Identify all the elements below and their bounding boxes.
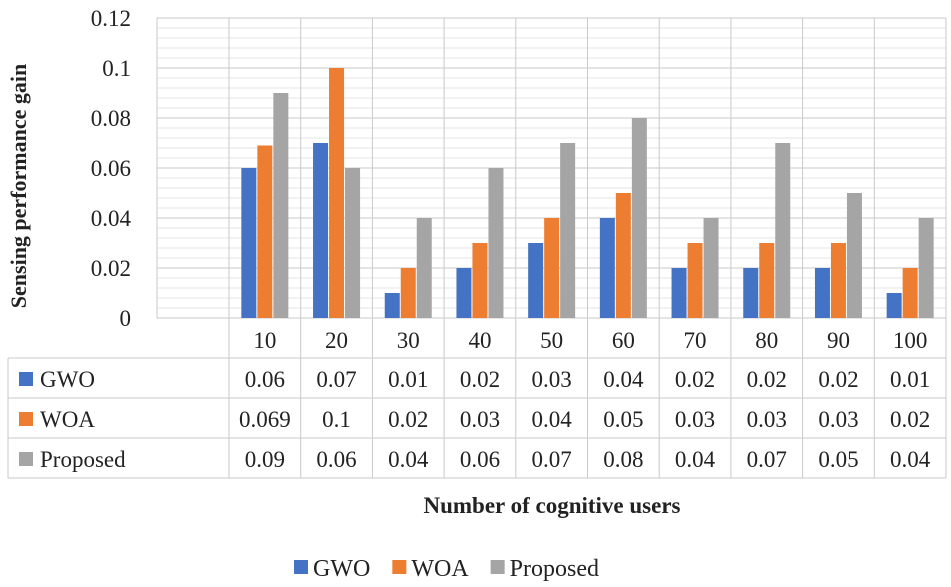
table-cell-proposed-90: 0.05 [818, 447, 858, 472]
bar-proposed-70 [703, 218, 719, 318]
table-cell-gwo-10: 0.06 [245, 367, 285, 392]
bar-gwo-30 [384, 293, 400, 318]
x-tick-label: 10 [253, 328, 276, 353]
bar-proposed-90 [846, 193, 862, 318]
y-tick-label: 0.12 [91, 6, 131, 31]
table-cell-proposed-10: 0.09 [245, 447, 285, 472]
table-cell-woa-70: 0.03 [675, 407, 715, 432]
bar-woa-10 [257, 145, 273, 318]
bar-woa-70 [687, 243, 703, 318]
legend-label-gwo: GWO [313, 556, 370, 582]
table-cell-woa-100: 0.02 [890, 407, 930, 432]
table-cell-proposed-40: 0.06 [460, 447, 500, 472]
bar-woa-40 [472, 243, 488, 318]
table-series-name: WOA [40, 407, 95, 432]
bar-proposed-80 [775, 143, 791, 318]
x-tick-label: 100 [893, 328, 928, 353]
x-tick-label: 80 [755, 328, 778, 353]
table-cell-gwo-60: 0.04 [603, 367, 644, 392]
table-cell-gwo-70: 0.02 [675, 367, 715, 392]
table-series-name: Proposed [40, 447, 126, 472]
bar-woa-50 [544, 218, 560, 318]
x-tick-label: 60 [612, 328, 635, 353]
table-cell-proposed-20: 0.06 [316, 447, 356, 472]
table-cell-woa-30: 0.02 [388, 407, 428, 432]
bar-proposed-100 [918, 218, 934, 318]
legend-swatch-woa [392, 560, 407, 574]
bar-woa-90 [830, 243, 846, 318]
x-tick-label: 90 [827, 328, 850, 353]
bar-proposed-60 [631, 118, 647, 318]
bar-woa-30 [400, 268, 416, 318]
bar-proposed-20 [345, 168, 361, 318]
table-cell-woa-60: 0.05 [603, 407, 643, 432]
table-cell-proposed-70: 0.04 [675, 447, 716, 472]
table-cell-woa-50: 0.04 [532, 407, 573, 432]
bar-gwo-60 [599, 218, 615, 318]
y-tick-label: 0.02 [91, 256, 131, 281]
table-cell-gwo-100: 0.01 [890, 367, 930, 392]
table-cell-proposed-80: 0.07 [747, 447, 787, 472]
bar-woa-80 [759, 243, 775, 318]
bar-gwo-20 [313, 143, 329, 318]
table-cell-woa-10: 0.069 [239, 407, 291, 432]
bar-proposed-30 [416, 218, 432, 318]
table-cell-gwo-40: 0.02 [460, 367, 500, 392]
legend-label-proposed: Proposed [510, 556, 599, 582]
legend-swatch-proposed [490, 560, 505, 574]
bar-gwo-100 [886, 293, 902, 318]
bar-gwo-50 [528, 243, 544, 318]
y-tick-label: 0.04 [91, 206, 132, 231]
x-tick-label: 50 [540, 328, 563, 353]
table-legend-key-gwo [19, 372, 33, 386]
y-tick-label: 0 [120, 306, 132, 331]
x-tick-label: 30 [397, 328, 420, 353]
table-cell-proposed-60: 0.08 [603, 447, 643, 472]
x-tick-label: 20 [325, 328, 348, 353]
data-table: 10 20 30 40 50 60 70 80 90 100 GWO 0.06 0.07 0.01 0.02… [7, 328, 946, 479]
legend-swatch-gwo [294, 560, 308, 574]
table-cell-woa-20: 0.1 [322, 407, 351, 432]
table-legend-key-woa [19, 412, 33, 426]
y-axis-label: Sensing performance gain [6, 64, 31, 308]
x-tick-label: 40 [468, 328, 491, 353]
bar-gwo-80 [743, 268, 759, 318]
table-cell-gwo-30: 0.01 [388, 367, 428, 392]
bar-proposed-40 [488, 168, 504, 318]
bar-woa-20 [329, 68, 345, 318]
table-cell-woa-80: 0.03 [747, 407, 787, 432]
bar-proposed-50 [560, 143, 576, 318]
y-tick-label: 0.06 [91, 156, 131, 181]
y-tick-label: 0.1 [102, 56, 131, 81]
table-cell-woa-90: 0.03 [818, 407, 858, 432]
bar-woa-60 [615, 193, 631, 318]
bar-woa-100 [902, 268, 918, 318]
bar-gwo-40 [456, 268, 472, 318]
table-cell-gwo-20: 0.07 [316, 367, 356, 392]
legend: GWO WOA Proposed [294, 556, 599, 582]
table-cell-woa-40: 0.03 [460, 407, 500, 432]
y-tick-label: 0.08 [91, 106, 131, 131]
gridlines [156, 17, 947, 478]
table-cell-gwo-50: 0.03 [532, 367, 572, 392]
table-cell-proposed-50: 0.07 [532, 447, 572, 472]
bar-gwo-90 [814, 268, 830, 318]
table-legend-key-proposed [19, 452, 33, 466]
x-axis-label: Number of cognitive users [423, 493, 680, 518]
x-tick-label: 70 [684, 328, 707, 353]
bar-gwo-10 [241, 168, 257, 318]
table-series-name: GWO [40, 367, 95, 392]
legend-label-woa: WOA [411, 556, 469, 582]
bar-proposed-10 [273, 93, 289, 318]
table-cell-proposed-30: 0.04 [388, 447, 429, 472]
table-cell-proposed-100: 0.04 [890, 447, 931, 472]
bar-gwo-70 [671, 268, 687, 318]
table-cell-gwo-90: 0.02 [818, 367, 858, 392]
y-axis-ticks: 0 0.02 0.04 0.06 0.08 0.1 0.12 [91, 6, 132, 331]
table-cell-gwo-80: 0.02 [747, 367, 787, 392]
bars [241, 68, 934, 318]
